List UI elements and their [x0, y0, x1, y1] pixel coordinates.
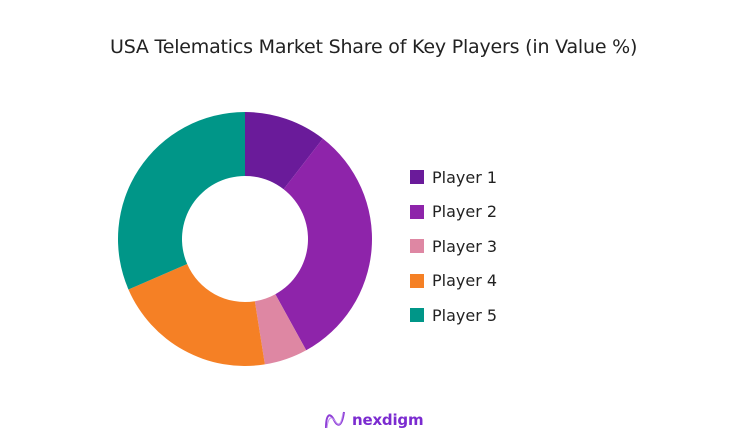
- legend-label: Player 1: [432, 167, 498, 187]
- legend-swatch-icon: [410, 273, 424, 288]
- donut-slice-player-1: [245, 112, 323, 190]
- donut-slices: [118, 112, 372, 366]
- legend-label: Player 2: [432, 202, 498, 222]
- legend-item-player-1: Player 1: [410, 160, 497, 195]
- legend-item-player-2: Player 2: [410, 195, 497, 230]
- brand-name: nexdigm: [352, 411, 424, 429]
- brand-logo: nexdigm: [324, 410, 424, 430]
- donut-slice-player-5: [118, 112, 245, 290]
- legend-swatch-icon: [410, 308, 424, 323]
- legend-label: Player 4: [432, 271, 498, 291]
- nexdigm-wave-logo-icon: [325, 411, 345, 429]
- donut-slice-player-2: [275, 138, 372, 351]
- donut-slice-player-3: [254, 294, 307, 365]
- legend-swatch-icon: [410, 204, 424, 219]
- legend: Player 1 Player 2 Player 3 Player 4 Play…: [410, 160, 497, 333]
- legend-swatch-icon: [410, 239, 424, 254]
- legend-swatch-icon: [410, 170, 424, 185]
- legend-label: Player 5: [432, 305, 498, 325]
- donut-slice-player-4: [128, 264, 265, 366]
- legend-item-player-3: Player 3: [410, 229, 497, 264]
- legend-label: Player 3: [432, 236, 498, 256]
- chart-title: USA Telematics Market Share of Key Playe…: [110, 36, 638, 58]
- legend-item-player-4: Player 4: [410, 264, 497, 299]
- legend-item-player-5: Player 5: [410, 298, 497, 333]
